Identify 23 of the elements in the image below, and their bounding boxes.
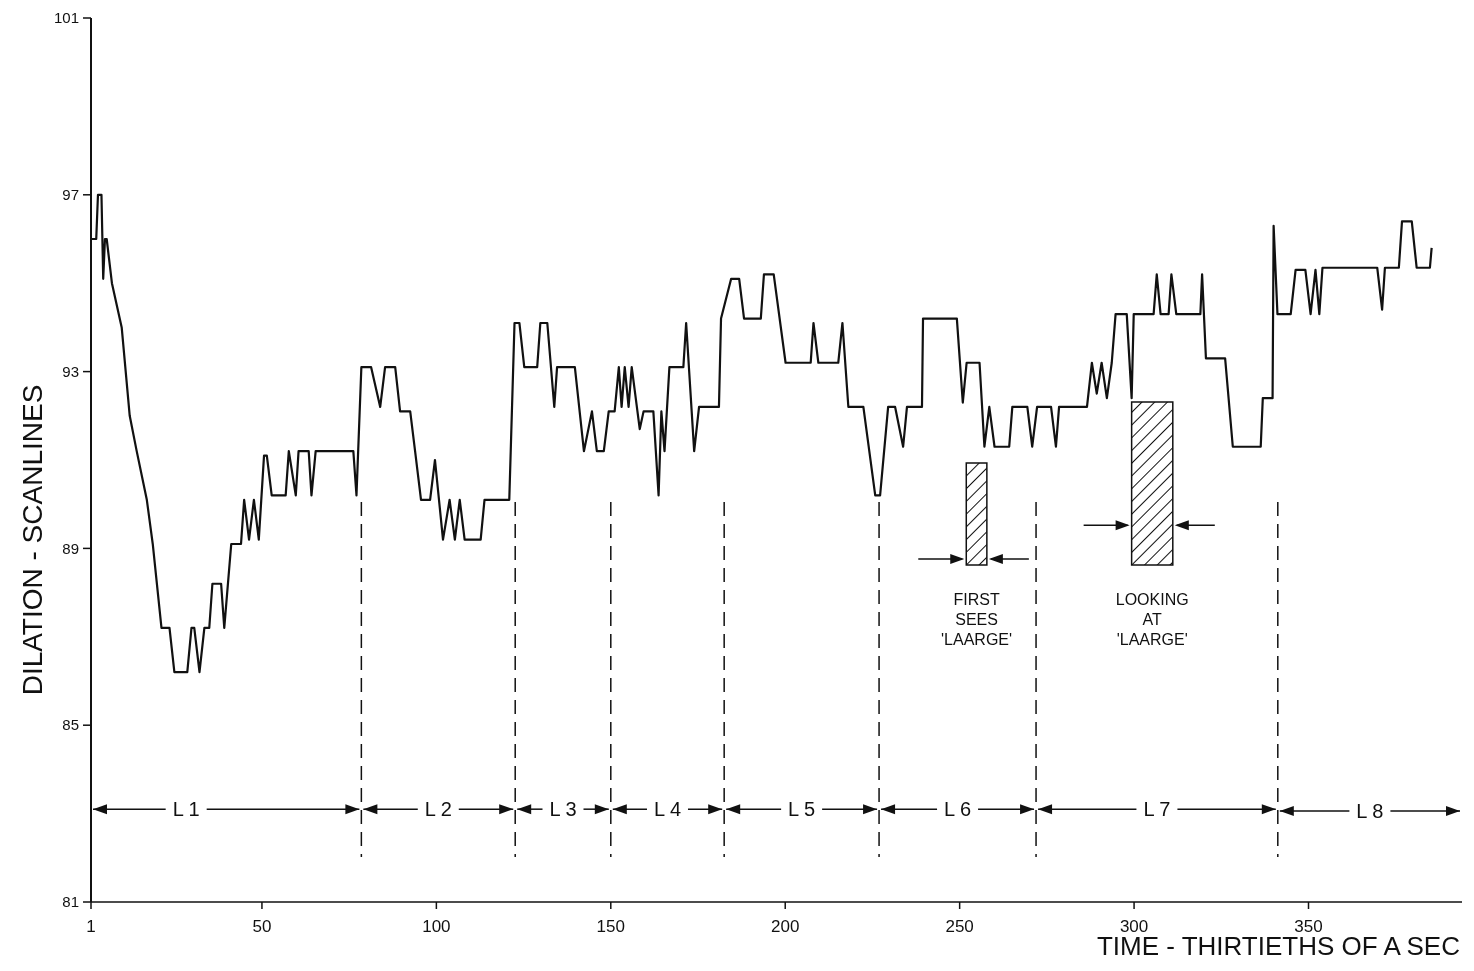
x-tick-label: 200 (771, 917, 800, 936)
band-label: FIRST SEES 'LAARGE' (941, 591, 1013, 648)
y-axis-title: DILATION - SCANLINES (17, 384, 48, 696)
y-tick-label: 93 (62, 362, 79, 380)
annotation: L 8 (1356, 800, 1384, 822)
annotation: L 2 (424, 798, 452, 821)
x-tick-label: 1 (86, 917, 96, 936)
y-tick-label: 89 (62, 539, 79, 557)
x-tick-label: 150 (596, 917, 625, 936)
annotation: L 5 (788, 798, 816, 821)
x-tick-label: 100 (422, 917, 451, 936)
annotation: L 3 (549, 798, 577, 821)
annotation: L 7 (1143, 798, 1171, 821)
band-label: LOOKING AT 'LAARGE' (1115, 591, 1189, 648)
x-tick-label: 250 (945, 917, 974, 936)
y-tick-label: 97 (62, 186, 79, 204)
annotation: L 6 (944, 798, 972, 821)
x-tick-label: 50 (252, 917, 272, 936)
annotation: L 4 (653, 798, 682, 821)
y-tick-label: 81 (62, 893, 79, 911)
annotation: L 1 (172, 798, 200, 821)
y-tick-label: 101 (53, 9, 79, 27)
y-tick-label: 85 (62, 716, 79, 734)
